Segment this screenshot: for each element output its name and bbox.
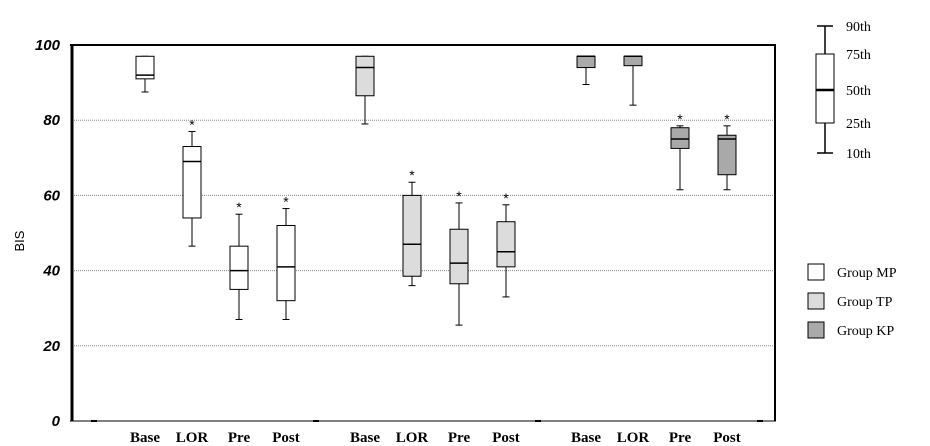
category-label: Base <box>350 430 380 446</box>
y-tick-label: 80 <box>43 112 60 129</box>
category-labels: Base LOR Pre Post Base LOR Pre Post Base LOR Pre Po… <box>130 430 741 446</box>
box-base <box>577 56 595 84</box>
series-group-kp: * * <box>577 56 736 189</box>
category-label: LOR <box>176 430 209 446</box>
box-iqr <box>230 246 248 289</box>
box-iqr <box>497 222 515 267</box>
y-axis-label: BIS <box>12 230 27 251</box>
category-label: LOR <box>617 430 650 446</box>
box-iqr <box>718 135 736 174</box>
gridlines <box>72 120 775 346</box>
legend-label: Group MP <box>837 266 897 281</box>
box-post: * <box>277 194 295 320</box>
significance-star: * <box>677 111 683 127</box>
key-label: 10th <box>846 147 871 162</box>
box-iqr <box>356 56 374 95</box>
series-group-tp: * * * <box>356 56 515 325</box>
significance-star: * <box>503 190 509 206</box>
key-label: 25th <box>846 117 871 132</box>
category-label: Pre <box>228 430 251 446</box>
key-box <box>816 54 834 123</box>
significance-star: * <box>236 199 242 215</box>
legend-swatch <box>808 264 824 280</box>
box-series: ** *** ** * <box>91 56 763 421</box>
box-iqr <box>277 225 295 300</box>
box-lor <box>624 56 642 105</box>
box-pre: * <box>671 111 689 190</box>
box-post: * <box>718 111 736 190</box>
box-pre: * <box>450 188 468 325</box>
category-label: Base <box>130 430 160 446</box>
y-tick-label: 20 <box>42 338 60 355</box>
significance-star: * <box>724 111 730 127</box>
legend-item: Group MP <box>808 264 897 281</box>
box-base <box>136 56 154 92</box>
box-pre: * <box>230 199 248 319</box>
box-iqr <box>403 195 421 276</box>
box-iqr <box>577 56 595 67</box>
significance-star: * <box>456 188 462 204</box>
category-label: Pre <box>669 430 692 446</box>
category-label: Base <box>571 430 601 446</box>
category-label: Post <box>492 430 520 446</box>
category-label: Post <box>713 430 741 446</box>
legend-item: Group KP <box>808 322 894 339</box>
box-base <box>356 56 374 124</box>
key-label: 75th <box>846 48 871 63</box>
axes <box>70 45 776 421</box>
y-tick-label: 0 <box>52 413 61 430</box>
box-iqr <box>624 56 642 65</box>
significance-star: * <box>283 194 289 210</box>
series-group-mp: * * * <box>136 56 295 319</box>
legend: Group MP Group TP Group KP <box>808 264 897 339</box>
legend-swatch <box>808 322 824 338</box>
category-label: Pre <box>448 430 471 446</box>
box-iqr <box>183 147 201 218</box>
box-post: * <box>497 190 515 297</box>
legend-item: Group TP <box>808 293 893 310</box>
y-tick-label: 60 <box>43 187 60 204</box>
box-iqr <box>671 128 689 149</box>
key-label: 90th <box>846 20 871 35</box>
legend-swatch <box>808 293 824 309</box>
box-lor: * <box>183 116 201 246</box>
key-label: 50th <box>846 84 871 99</box>
y-tick-label: 100 <box>35 37 61 54</box>
category-label: LOR <box>396 430 429 446</box>
box-iqr <box>450 229 468 284</box>
y-tick-labels: 0 20 40 60 80 100 <box>35 37 61 430</box>
legend-label: Group TP <box>837 295 893 310</box>
significance-star: * <box>189 116 195 132</box>
significance-star: * <box>409 167 415 183</box>
category-label: Post <box>272 430 300 446</box>
percentile-key: 90th 75th 50th 25th 10th <box>816 20 871 162</box>
box-lor: * <box>403 167 421 285</box>
legend-label: Group KP <box>837 324 894 339</box>
y-tick-label: 40 <box>42 263 60 280</box>
